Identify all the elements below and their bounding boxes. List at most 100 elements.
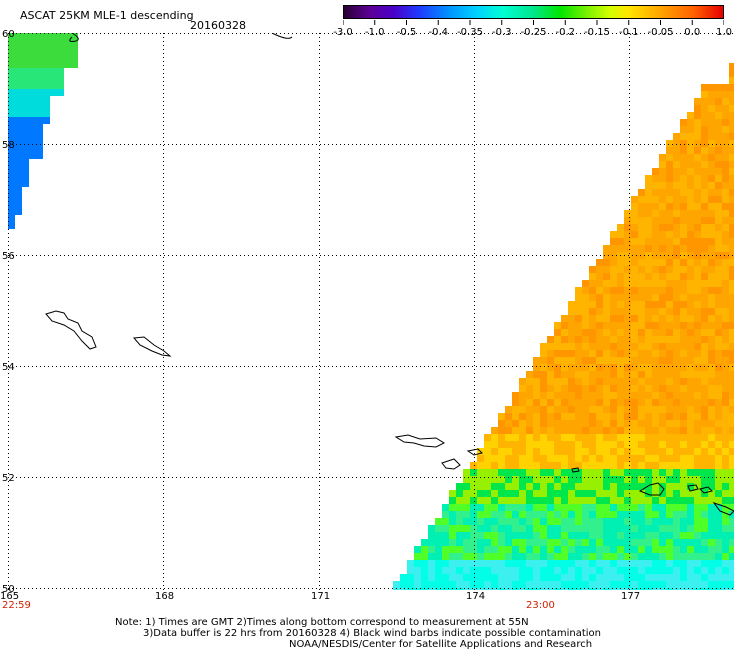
swath-cell bbox=[484, 497, 491, 504]
swath-cell bbox=[43, 110, 50, 117]
swath-cell bbox=[526, 532, 533, 539]
swath-cell bbox=[645, 322, 652, 329]
swath-cell bbox=[477, 560, 484, 567]
swath-cell bbox=[540, 357, 547, 364]
swath-cell bbox=[659, 588, 666, 590]
swath-cell bbox=[680, 175, 687, 182]
swath-cell bbox=[694, 273, 701, 280]
swath-cell bbox=[638, 455, 645, 462]
time-label-mid: 23:00 bbox=[526, 600, 555, 611]
island-rat-2 bbox=[699, 486, 713, 494]
swath-cell bbox=[512, 546, 519, 553]
swath-cell bbox=[505, 581, 512, 588]
swath-cell bbox=[519, 399, 526, 406]
swath-cell bbox=[680, 140, 687, 147]
swath-cell bbox=[715, 245, 722, 252]
swath-cell bbox=[512, 469, 519, 476]
swath-cell bbox=[526, 483, 533, 490]
swath-cell bbox=[484, 469, 491, 476]
swath-cell bbox=[29, 145, 36, 152]
swath-cell bbox=[491, 448, 498, 455]
swath-cell bbox=[414, 560, 421, 567]
swath-cell bbox=[701, 427, 708, 434]
swath-cell bbox=[22, 131, 29, 138]
swath-cell bbox=[50, 40, 57, 47]
swath-cell bbox=[708, 273, 715, 280]
swath-cell bbox=[547, 539, 554, 546]
swath-cell bbox=[15, 82, 22, 89]
swath-cell bbox=[638, 406, 645, 413]
swath-cell bbox=[589, 266, 596, 273]
swath-cell bbox=[603, 504, 610, 511]
swath-cell bbox=[652, 448, 659, 455]
swath-cell bbox=[498, 567, 505, 574]
swath-cell bbox=[666, 140, 673, 147]
swath-cell bbox=[631, 406, 638, 413]
swath-cell bbox=[722, 259, 729, 266]
swath-cell bbox=[568, 364, 575, 371]
swath-cell bbox=[596, 406, 603, 413]
swath-cell bbox=[624, 455, 631, 462]
swath-cell bbox=[645, 532, 652, 539]
swath-cell bbox=[526, 406, 533, 413]
swath-cell bbox=[708, 112, 715, 119]
swath-cell bbox=[729, 427, 734, 434]
swath-cell bbox=[449, 574, 456, 581]
swath-cell bbox=[596, 511, 603, 518]
swath-cell bbox=[673, 308, 680, 315]
swath-cell bbox=[470, 581, 477, 588]
swath-cell bbox=[596, 315, 603, 322]
swath-cell bbox=[659, 217, 666, 224]
swath-cell bbox=[498, 469, 505, 476]
swath-cell bbox=[659, 238, 666, 245]
swath-cell bbox=[715, 112, 722, 119]
swath-cell bbox=[554, 532, 561, 539]
swath-cell bbox=[708, 532, 715, 539]
swath-cell bbox=[540, 413, 547, 420]
swath-cell bbox=[435, 581, 442, 588]
swath-cell bbox=[701, 511, 708, 518]
swath-cell bbox=[617, 392, 624, 399]
swath-cell bbox=[540, 504, 547, 511]
swath-cell bbox=[561, 336, 568, 343]
swath-cell bbox=[582, 574, 589, 581]
swath-cell bbox=[547, 560, 554, 567]
swath-cell bbox=[631, 329, 638, 336]
swath-cell bbox=[687, 357, 694, 364]
swath-cell bbox=[575, 553, 582, 560]
swath-cell bbox=[673, 560, 680, 567]
swath-cell bbox=[8, 103, 15, 110]
swath-cell bbox=[435, 525, 442, 532]
swath-cell bbox=[470, 539, 477, 546]
swath-cell bbox=[512, 420, 519, 427]
swath-cell bbox=[561, 385, 568, 392]
swath-cell bbox=[617, 560, 624, 567]
swath-cell bbox=[701, 581, 708, 588]
swath-cell bbox=[680, 322, 687, 329]
swath-cell bbox=[687, 336, 694, 343]
swath-cell bbox=[568, 448, 575, 455]
swath-cell bbox=[722, 238, 729, 245]
swath-cell bbox=[652, 308, 659, 315]
swath-cell bbox=[659, 511, 666, 518]
coastlines bbox=[45, 33, 734, 516]
swath-cell bbox=[638, 490, 645, 497]
swath-cell bbox=[568, 441, 575, 448]
swath-cell bbox=[603, 350, 610, 357]
swath-cell bbox=[659, 308, 666, 315]
swath-cell bbox=[694, 406, 701, 413]
latitude-label: 60 bbox=[2, 29, 15, 40]
swath-cell bbox=[666, 266, 673, 273]
swath-cell bbox=[512, 532, 519, 539]
swath-cell bbox=[694, 336, 701, 343]
swath-cell bbox=[540, 441, 547, 448]
swath-cell bbox=[694, 210, 701, 217]
swath-cell bbox=[533, 469, 540, 476]
swath-cell bbox=[561, 364, 568, 371]
swath-cell bbox=[617, 371, 624, 378]
swath-cell bbox=[708, 581, 715, 588]
swath-cell bbox=[729, 182, 734, 189]
swath-cell bbox=[519, 462, 526, 469]
swath-cell bbox=[680, 483, 687, 490]
swath-cell bbox=[568, 350, 575, 357]
